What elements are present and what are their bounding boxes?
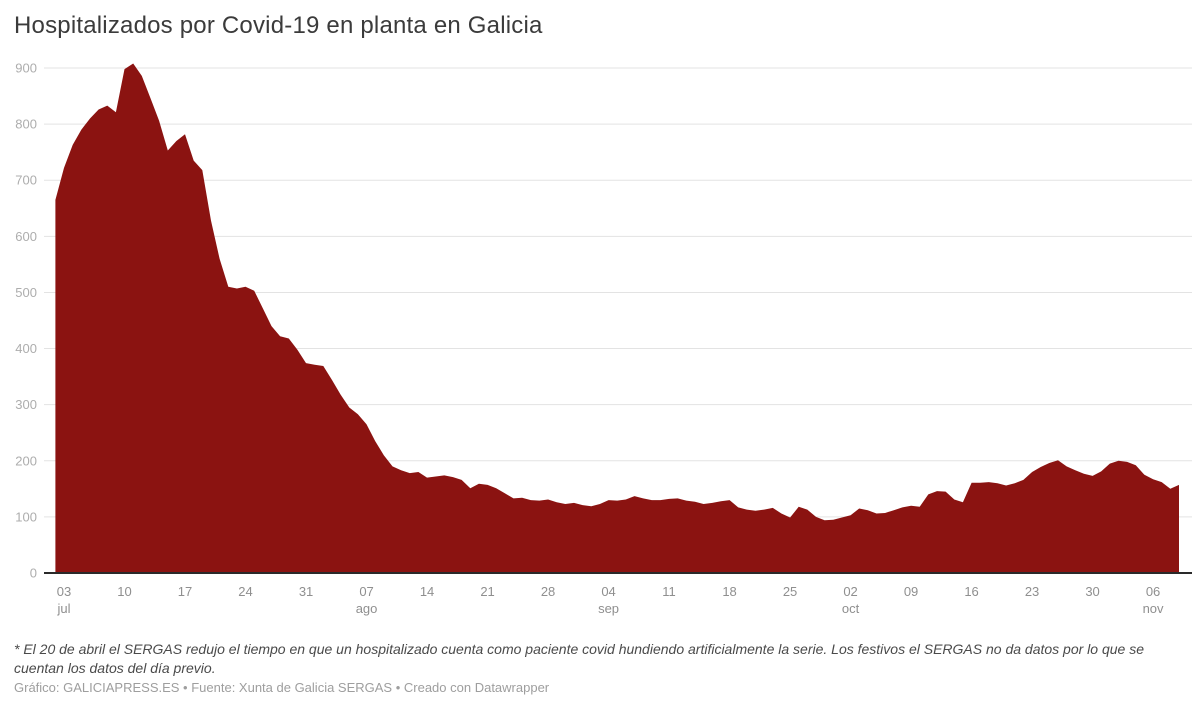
page-title: Hospitalizados por Covid-19 en planta en… [14, 12, 543, 39]
x-tick-month-oct: oct [842, 601, 860, 616]
x-tick-day-31: 31 [299, 584, 313, 599]
x-tick-day-28: 28 [541, 584, 555, 599]
x-tick-day-07: 07 [359, 584, 373, 599]
y-tick-label-700: 700 [15, 173, 37, 188]
x-tick-day-16: 16 [964, 584, 978, 599]
footnote-text: * El 20 de abril el SERGAS redujo el tie… [14, 641, 1145, 677]
x-tick-day-10: 10 [117, 584, 131, 599]
x-tick-day-02: 02 [843, 584, 857, 599]
y-tick-label-600: 600 [15, 229, 37, 244]
x-tick-day-24: 24 [238, 584, 252, 599]
y-tick-label-800: 800 [15, 117, 37, 132]
x-tick-month-nov: nov [1143, 601, 1164, 616]
y-tick-label-500: 500 [15, 285, 37, 300]
x-tick-day-04: 04 [601, 584, 615, 599]
x-tick-day-17: 17 [178, 584, 192, 599]
y-tick-label-400: 400 [15, 341, 37, 356]
x-tick-day-03: 03 [57, 584, 71, 599]
x-tick-day-14: 14 [420, 584, 434, 599]
area-series [55, 63, 1179, 573]
x-tick-month-jul: jul [57, 601, 71, 616]
y-tick-label-300: 300 [15, 397, 37, 412]
x-tick-day-21: 21 [480, 584, 494, 599]
x-tick-day-18: 18 [722, 584, 736, 599]
x-tick-day-25: 25 [783, 584, 797, 599]
x-tick-month-ago: ago [356, 601, 378, 616]
x-tick-day-30: 30 [1085, 584, 1099, 599]
y-tick-label-200: 200 [15, 453, 37, 468]
y-tick-label-900: 900 [15, 61, 37, 76]
x-tick-day-09: 09 [904, 584, 918, 599]
x-tick-month-sep: sep [598, 601, 619, 616]
credit-line: Gráfico: GALICIAPRESS.ES • Fuente: Xunta… [14, 680, 550, 695]
x-tick-day-23: 23 [1025, 584, 1039, 599]
x-tick-day-11: 11 [662, 584, 676, 599]
y-tick-label-0: 0 [30, 566, 37, 581]
x-tick-day-06: 06 [1146, 584, 1160, 599]
y-tick-label-100: 100 [15, 509, 37, 524]
